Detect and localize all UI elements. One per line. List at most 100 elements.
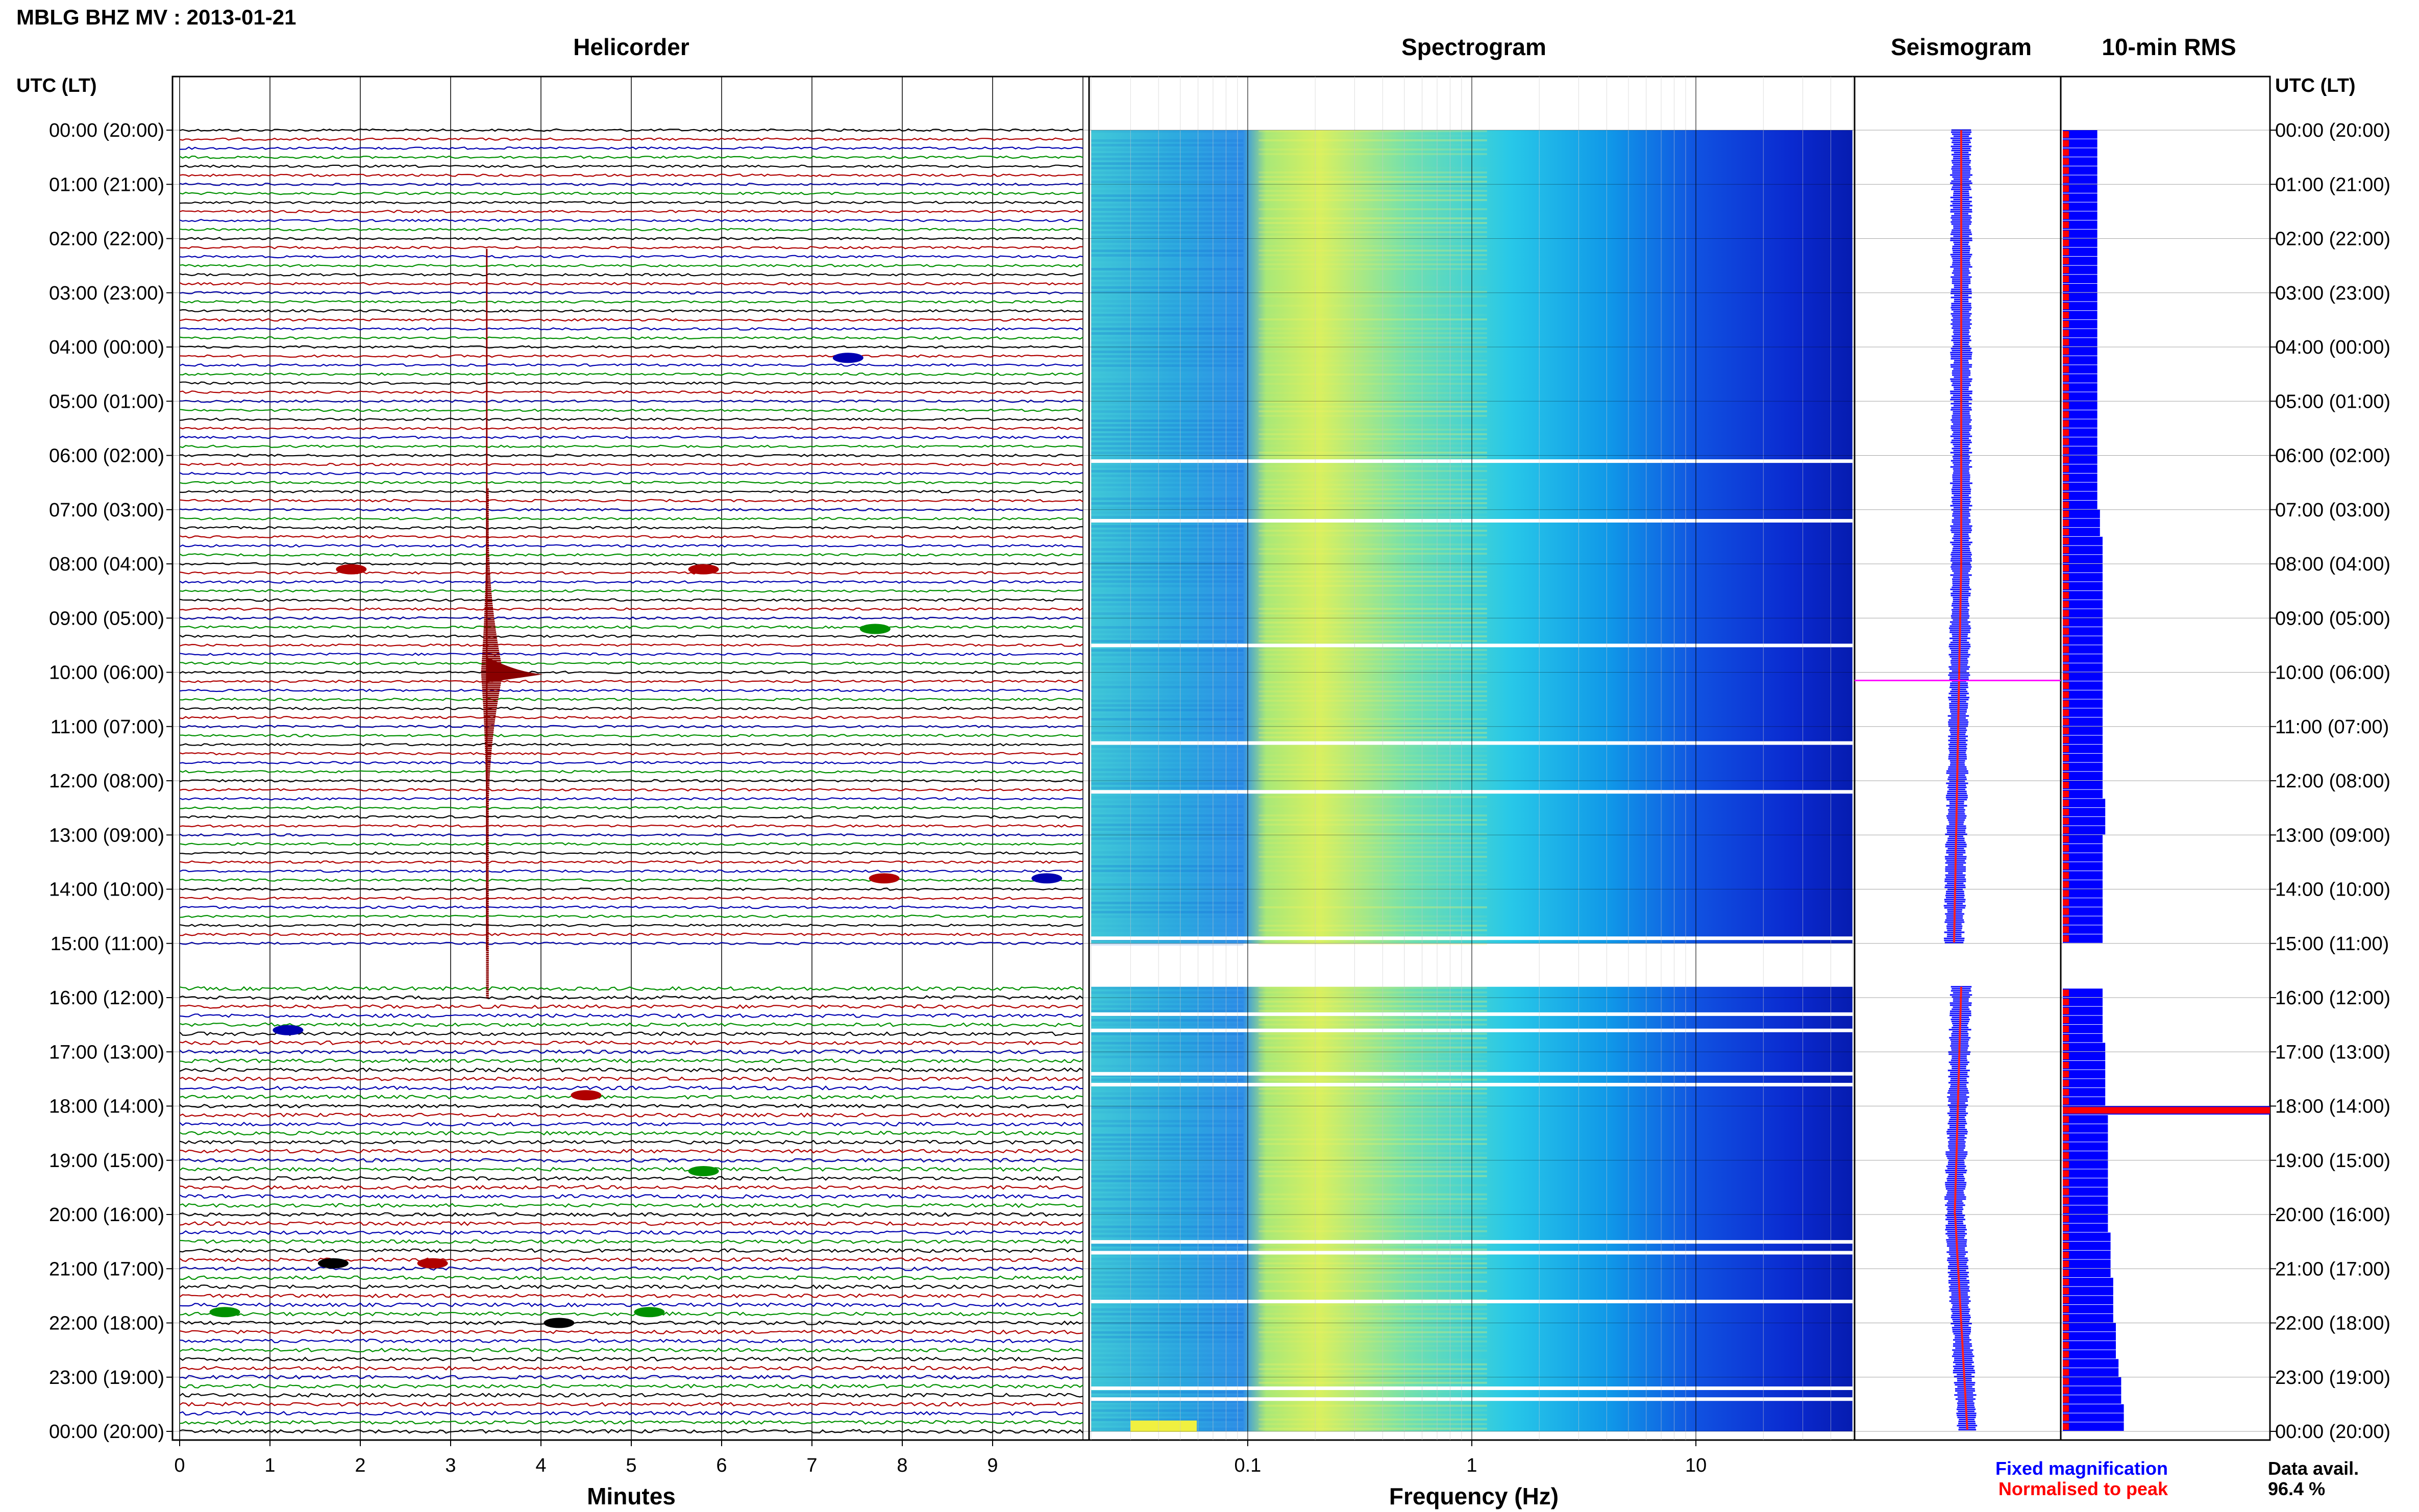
- rms-bar-fixed: [2063, 1025, 2103, 1033]
- spectrogram-texture: [1258, 1042, 1487, 1044]
- spectrogram-texture: [1091, 433, 1244, 436]
- spectrogram-texture: [1091, 543, 1244, 546]
- helicorder-trace: [179, 725, 1083, 729]
- rms-bar-normalised: [2063, 800, 2069, 807]
- rms-bar-fixed: [2063, 1124, 2108, 1133]
- spectrogram-texture: [1258, 1234, 1487, 1237]
- rms-bar-fixed: [2063, 1097, 2106, 1106]
- spectrogram-texture: [1091, 346, 1244, 349]
- spectrogram-texture: [1258, 773, 1487, 775]
- spectrogram-texture: [1258, 991, 1487, 994]
- spectrogram-texture: [1091, 837, 1244, 840]
- spectrogram-texture: [1091, 778, 1244, 780]
- spectrogram-texture: [1091, 1138, 1244, 1141]
- transient-event: [571, 1090, 602, 1101]
- spectrogram-texture: [1091, 424, 1244, 427]
- spectrogram-texture: [1091, 557, 1244, 560]
- rms-bar-fixed: [2063, 401, 2097, 410]
- helicorder-trace: [179, 155, 1083, 159]
- spectrogram-texture: [1091, 291, 1244, 293]
- spectrogram-texture: [1258, 842, 1487, 844]
- rms-bar-fixed: [2063, 501, 2097, 509]
- rms-bar-normalised: [2063, 1396, 2069, 1403]
- helicorder-trace: [179, 598, 1083, 602]
- helicorder-trace: [179, 1383, 1083, 1389]
- rms-bar-fixed: [2063, 455, 2097, 464]
- helicorder-trace: [179, 1239, 1083, 1244]
- spectrogram-texture: [1258, 920, 1487, 922]
- spectrogram-texture: [1091, 1312, 1244, 1316]
- rms-bar-normalised: [2063, 230, 2069, 237]
- spectrogram-texture: [1091, 277, 1244, 280]
- spectrogram-texture: [1091, 286, 1244, 289]
- spectrogram-texture: [1091, 475, 1244, 477]
- rms-bar-normalised: [2063, 502, 2069, 508]
- spectrogram-texture: [1258, 1377, 1487, 1379]
- spectrogram-texture: [1258, 1331, 1487, 1333]
- spectrogram-texture: [1258, 566, 1487, 568]
- spectrogram-texture: [1258, 1051, 1487, 1053]
- spectrogram-texture: [1258, 401, 1487, 403]
- rms-bar-normalised: [2063, 1360, 2069, 1367]
- spectrogram-texture: [1258, 833, 1487, 835]
- spectrogram-texture: [1091, 599, 1244, 601]
- spectrogram-texture: [1258, 295, 1487, 298]
- rms-bar-fixed: [2063, 745, 2103, 753]
- rms-bar-fixed: [2063, 1341, 2116, 1350]
- rms-bar-normalised: [2063, 899, 2069, 906]
- time-label-right: 20:00 (16:00): [2275, 1204, 2390, 1226]
- spectrogram-texture: [1258, 819, 1487, 821]
- rms-bar-fixed: [2063, 1133, 2108, 1142]
- spectrogram-texture: [1091, 1005, 1244, 1008]
- spectrogram-texture: [1091, 1193, 1244, 1196]
- spectrogram-texture: [1258, 934, 1487, 936]
- spectrogram-texture: [1091, 360, 1244, 362]
- helicorder-trace: [179, 643, 1083, 647]
- seismogram-fixed: [1943, 129, 1972, 944]
- spectrogram-texture: [1258, 314, 1487, 316]
- helicorder-trace: [179, 1176, 1083, 1181]
- time-label-left: 00:00 (20:00): [49, 1421, 164, 1443]
- spectrogram-texture: [1258, 1202, 1487, 1205]
- page-title: MBLG BHZ MV : 2013-01-21: [16, 5, 296, 29]
- spectrogram-texture: [1091, 1276, 1244, 1279]
- spectrogram-texture: [1258, 548, 1487, 550]
- spectrogram-texture: [1091, 612, 1244, 615]
- rms-bar-normalised: [2063, 483, 2069, 490]
- spectrogram-texture: [1091, 1078, 1244, 1081]
- rms-bar-normalised: [2063, 782, 2069, 788]
- spectrogram-texture: [1091, 410, 1244, 413]
- spectrogram-texture: [1091, 415, 1244, 417]
- rms-bar-normalised: [2063, 1007, 2069, 1014]
- transient-event: [634, 1307, 665, 1318]
- helicorder-trace: [179, 472, 1083, 476]
- spectrogram-texture: [1258, 1133, 1487, 1136]
- time-label-right: 13:00 (09:00): [2275, 825, 2390, 846]
- spectrogram-texture: [1091, 727, 1244, 730]
- rms-bar-normalised: [2063, 140, 2069, 147]
- spectrogram-texture: [1258, 640, 1487, 642]
- rms-bar-fixed: [2063, 446, 2097, 455]
- helicorder-trace: [179, 562, 1083, 566]
- spectrogram-texture: [1258, 1257, 1487, 1260]
- helicorder-trace: [179, 1347, 1083, 1353]
- frequency-tick-label: 0.1: [1234, 1455, 1261, 1476]
- helicorder-trace: [179, 435, 1083, 439]
- spectrogram-texture: [1091, 996, 1243, 999]
- rms-bar-fixed: [2063, 292, 2097, 302]
- spectrogram-texture: [1258, 883, 1487, 885]
- spectrogram-texture: [1091, 814, 1244, 817]
- time-label-left: 19:00 (15:00): [49, 1150, 164, 1172]
- spectrogram-texture: [1091, 227, 1244, 229]
- rms-bar-fixed: [2063, 536, 2103, 546]
- spectrogram-texture: [1091, 1326, 1244, 1329]
- spectrogram-texture: [1258, 658, 1487, 660]
- spectrogram-texture: [1091, 162, 1244, 165]
- rms-bar-normalised: [2063, 1233, 2069, 1241]
- rms-bar-normalised: [2063, 447, 2069, 454]
- spectrogram-texture: [1258, 1115, 1487, 1118]
- helicorder-trace: [179, 336, 1083, 340]
- helicorder-trace: [179, 218, 1083, 222]
- spectrogram-texture: [1091, 1184, 1244, 1187]
- rms-bar-fixed: [2063, 772, 2103, 780]
